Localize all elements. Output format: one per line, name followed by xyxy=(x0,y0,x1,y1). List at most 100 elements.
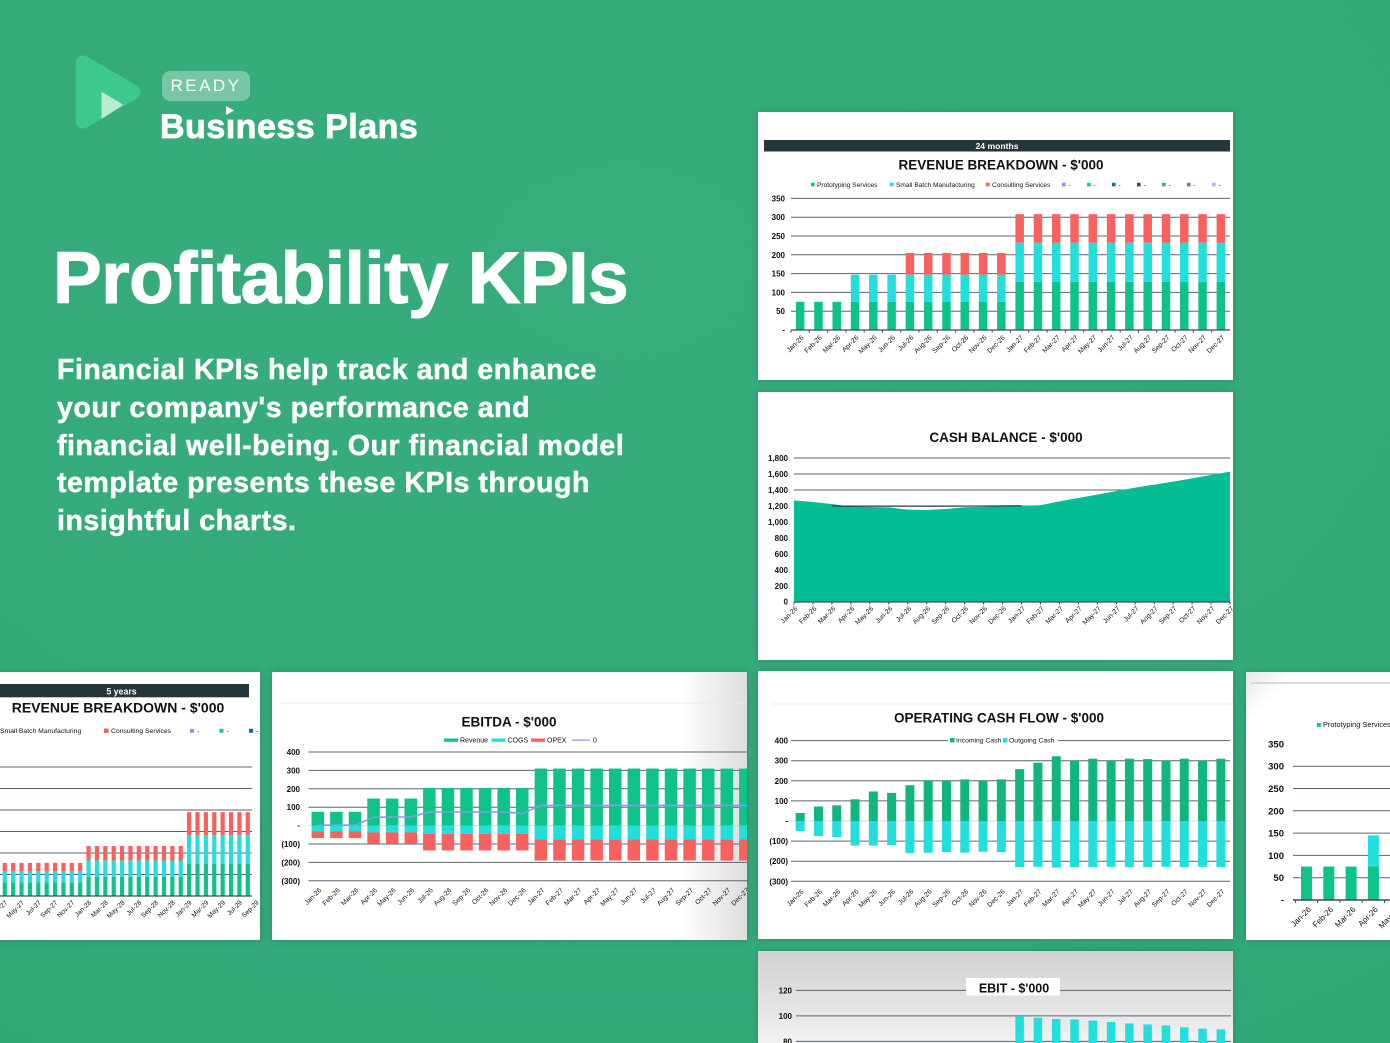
svg-text:Small Batch Manufacturing: Small Batch Manufacturing xyxy=(896,182,975,189)
svg-text:400: 400 xyxy=(775,566,789,575)
svg-text:May-27: May-27 xyxy=(5,899,26,920)
svg-text:Oct-27: Oct-27 xyxy=(1170,888,1190,908)
svg-text:100: 100 xyxy=(779,1012,793,1021)
svg-text:Sep-27: Sep-27 xyxy=(1151,888,1172,909)
svg-text:Jan-26: Jan-26 xyxy=(786,334,806,354)
svg-text:Jan-26: Jan-26 xyxy=(304,887,324,907)
svg-text:May-26: May-26 xyxy=(377,887,398,908)
svg-text:Sep-26: Sep-26 xyxy=(931,334,952,355)
svg-text:Sep-27: Sep-27 xyxy=(39,899,59,919)
svg-text:Oct-27: Oct-27 xyxy=(694,887,714,907)
svg-text:250: 250 xyxy=(772,232,786,241)
svg-text:300: 300 xyxy=(772,213,786,222)
svg-text:May-27: May-27 xyxy=(600,887,621,908)
svg-text:Sep-27: Sep-27 xyxy=(675,887,696,908)
svg-text:Dec-27: Dec-27 xyxy=(1206,334,1227,355)
svg-text:OPEX: OPEX xyxy=(547,738,567,745)
svg-text:Feb-26: Feb-26 xyxy=(1311,905,1336,930)
svg-text:-: - xyxy=(1144,182,1146,189)
svg-text:100: 100 xyxy=(1268,851,1284,862)
svg-text:Feb-26: Feb-26 xyxy=(804,334,824,354)
svg-text:300: 300 xyxy=(287,766,301,775)
svg-text:100: 100 xyxy=(772,288,786,297)
svg-text:Nov-27: Nov-27 xyxy=(1196,605,1217,626)
svg-text:Jan-27: Jan-27 xyxy=(527,887,547,907)
svg-text:Jun-27: Jun-27 xyxy=(1102,605,1122,625)
svg-text:Mar-26: Mar-26 xyxy=(822,334,842,354)
svg-text:80: 80 xyxy=(783,1037,792,1043)
svg-text:Nov-26: Nov-26 xyxy=(968,888,989,909)
svg-text:1,200: 1,200 xyxy=(768,502,789,511)
svg-text:May-26: May-26 xyxy=(854,605,875,626)
svg-text:Consulting Services: Consulting Services xyxy=(992,182,1051,189)
svg-text:Nov-26: Nov-26 xyxy=(969,605,990,626)
svg-text:400: 400 xyxy=(287,748,301,757)
svg-text:REVENUE BREAKDOWN - $'000: REVENUE BREAKDOWN - $'000 xyxy=(12,700,225,716)
svg-text:150: 150 xyxy=(772,270,786,279)
svg-text:Jan-27: Jan-27 xyxy=(1005,334,1025,354)
svg-text:REVENUE BREAKDOWN - $'000: REVENUE BREAKDOWN - $'000 xyxy=(899,158,1104,173)
svg-text:COGS: COGS xyxy=(508,738,529,745)
svg-text:(300): (300) xyxy=(769,877,788,886)
svg-text:250: 250 xyxy=(1268,784,1284,795)
svg-text:-: - xyxy=(1281,895,1284,906)
svg-text:-: - xyxy=(1219,182,1221,189)
svg-text:Dec-27: Dec-27 xyxy=(1206,888,1227,909)
svg-text:1,600: 1,600 xyxy=(768,470,789,479)
svg-text:Oct-27: Oct-27 xyxy=(1170,334,1190,354)
svg-text:-: - xyxy=(782,326,785,335)
svg-text:-: - xyxy=(785,817,788,826)
svg-text:(200): (200) xyxy=(769,857,788,866)
svg-text:0: 0 xyxy=(593,738,597,745)
svg-text:Sep-26: Sep-26 xyxy=(931,605,952,626)
svg-text:1,800: 1,800 xyxy=(768,454,789,463)
svg-text:Sep-27: Sep-27 xyxy=(1151,334,1172,355)
svg-text:800: 800 xyxy=(775,534,789,543)
svg-text:Jun-27: Jun-27 xyxy=(1097,888,1117,908)
svg-text:May-26: May-26 xyxy=(858,334,879,355)
svg-text:Sep-26: Sep-26 xyxy=(931,888,952,909)
svg-text:Aug-27: Aug-27 xyxy=(1139,605,1160,626)
svg-text:EBIT - $'000: EBIT - $'000 xyxy=(979,981,1049,995)
svg-text:Nov-28: Nov-28 xyxy=(157,899,177,919)
svg-text:Jan-26: Jan-26 xyxy=(780,605,800,625)
svg-text:Jun-26: Jun-26 xyxy=(877,334,897,354)
svg-text:100: 100 xyxy=(775,797,789,806)
svg-text:Jun-27: Jun-27 xyxy=(620,887,640,907)
svg-text:May-27: May-27 xyxy=(1082,605,1103,626)
svg-text:(200): (200) xyxy=(281,858,300,867)
svg-text:Aug-26: Aug-26 xyxy=(433,887,454,908)
svg-text:-: - xyxy=(297,821,300,830)
svg-text:Nov-27: Nov-27 xyxy=(1188,888,1209,909)
svg-text:Nov-27: Nov-27 xyxy=(56,899,76,919)
svg-text:Prototyping Services: Prototyping Services xyxy=(1323,720,1390,729)
svg-text:(100): (100) xyxy=(769,837,788,846)
svg-text:-: - xyxy=(1094,182,1096,189)
svg-text:200: 200 xyxy=(775,777,789,786)
svg-text:Dec-27: Dec-27 xyxy=(1215,605,1233,626)
svg-text:Feb-26: Feb-26 xyxy=(798,605,818,625)
svg-text:200: 200 xyxy=(775,582,789,591)
svg-text:Mar-27: Mar-27 xyxy=(1045,605,1065,625)
svg-text:Jan-27: Jan-27 xyxy=(1007,605,1027,625)
svg-text:Mar-27: Mar-27 xyxy=(1041,334,1061,354)
svg-text:Dec-26: Dec-26 xyxy=(507,887,528,908)
svg-text:Mar-27: Mar-27 xyxy=(1041,888,1061,908)
svg-text:300: 300 xyxy=(1268,762,1284,773)
svg-text:May-29: May-29 xyxy=(207,899,228,920)
svg-text:1,400: 1,400 xyxy=(768,486,789,495)
svg-text:300: 300 xyxy=(775,757,789,766)
svg-text:Nov-26: Nov-26 xyxy=(489,887,510,908)
svg-text:Feb-27: Feb-27 xyxy=(1026,605,1046,625)
svg-text:May-26: May-26 xyxy=(1377,905,1390,931)
svg-text:Oct-27: Oct-27 xyxy=(1178,605,1198,625)
svg-text:May-27: May-27 xyxy=(1077,334,1098,355)
svg-text:24 months: 24 months xyxy=(976,141,1019,151)
svg-text:350: 350 xyxy=(1268,739,1284,750)
svg-text:5 years: 5 years xyxy=(106,686,136,696)
svg-text:120: 120 xyxy=(779,986,793,995)
svg-text:(300): (300) xyxy=(281,877,300,886)
svg-text:Aug-27: Aug-27 xyxy=(1133,334,1154,355)
svg-text:150: 150 xyxy=(1268,829,1284,840)
svg-text:Feb-26: Feb-26 xyxy=(322,887,342,907)
